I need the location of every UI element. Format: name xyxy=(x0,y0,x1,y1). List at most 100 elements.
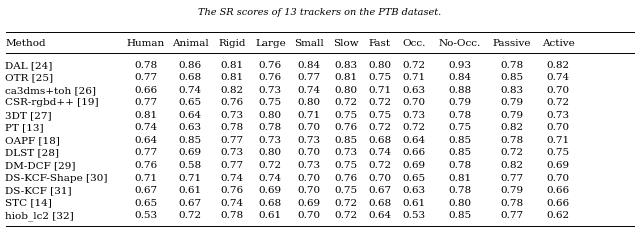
Text: 0.70: 0.70 xyxy=(403,98,426,107)
Text: Occ.: Occ. xyxy=(403,39,426,48)
Text: DLST [28]: DLST [28] xyxy=(5,148,59,157)
Text: Passive: Passive xyxy=(492,39,531,48)
Text: 0.72: 0.72 xyxy=(403,61,426,70)
Text: 0.74: 0.74 xyxy=(220,173,244,183)
Text: hiob_lc2 [32]: hiob_lc2 [32] xyxy=(5,211,74,221)
Text: 0.73: 0.73 xyxy=(220,111,244,120)
Text: 0.75: 0.75 xyxy=(448,124,471,132)
Text: 0.74: 0.74 xyxy=(297,86,321,95)
Text: 0.80: 0.80 xyxy=(259,111,282,120)
Text: 0.68: 0.68 xyxy=(179,73,202,82)
Text: 0.67: 0.67 xyxy=(179,198,202,208)
Text: 0.70: 0.70 xyxy=(547,124,570,132)
Text: 0.79: 0.79 xyxy=(500,111,524,120)
Text: 0.78: 0.78 xyxy=(500,61,524,70)
Text: 0.77: 0.77 xyxy=(500,173,524,183)
Text: 0.71: 0.71 xyxy=(368,86,391,95)
Text: 0.76: 0.76 xyxy=(134,161,157,170)
Text: Small: Small xyxy=(294,39,324,48)
Text: 0.53: 0.53 xyxy=(403,211,426,220)
Text: 0.77: 0.77 xyxy=(297,73,321,82)
Text: 0.70: 0.70 xyxy=(297,186,321,195)
Text: 0.82: 0.82 xyxy=(220,86,244,95)
Text: 0.64: 0.64 xyxy=(179,111,202,120)
Text: 0.65: 0.65 xyxy=(134,198,157,208)
Text: 0.66: 0.66 xyxy=(134,86,157,95)
Text: 0.71: 0.71 xyxy=(179,173,202,183)
Text: 0.86: 0.86 xyxy=(179,61,202,70)
Text: 0.84: 0.84 xyxy=(297,61,321,70)
Text: 0.75: 0.75 xyxy=(334,186,357,195)
Text: 0.85: 0.85 xyxy=(448,211,471,220)
Text: 0.68: 0.68 xyxy=(259,198,282,208)
Text: 0.82: 0.82 xyxy=(500,161,524,170)
Text: 0.72: 0.72 xyxy=(403,124,426,132)
Text: 0.73: 0.73 xyxy=(547,111,570,120)
Text: 0.72: 0.72 xyxy=(259,161,282,170)
Text: 0.69: 0.69 xyxy=(179,148,202,157)
Text: 0.81: 0.81 xyxy=(134,111,157,120)
Text: DM-DCF [29]: DM-DCF [29] xyxy=(5,161,76,170)
Text: 0.72: 0.72 xyxy=(368,124,391,132)
Text: 0.58: 0.58 xyxy=(179,161,202,170)
Text: 0.63: 0.63 xyxy=(403,86,426,95)
Text: 0.69: 0.69 xyxy=(547,161,570,170)
Text: 0.73: 0.73 xyxy=(220,148,244,157)
Text: 0.76: 0.76 xyxy=(334,124,357,132)
Text: 0.73: 0.73 xyxy=(334,148,357,157)
Text: 0.76: 0.76 xyxy=(259,73,282,82)
Text: 0.69: 0.69 xyxy=(297,198,321,208)
Text: 0.72: 0.72 xyxy=(334,98,357,107)
Text: 0.61: 0.61 xyxy=(403,198,426,208)
Text: 0.81: 0.81 xyxy=(220,73,244,82)
Text: 0.68: 0.68 xyxy=(368,136,391,145)
Text: 0.80: 0.80 xyxy=(259,148,282,157)
Text: 0.74: 0.74 xyxy=(547,73,570,82)
Text: 0.75: 0.75 xyxy=(547,148,570,157)
Text: 0.72: 0.72 xyxy=(547,98,570,107)
Text: Rigid: Rigid xyxy=(218,39,246,48)
Text: 0.77: 0.77 xyxy=(500,211,524,220)
Text: 0.66: 0.66 xyxy=(403,148,426,157)
Text: 0.79: 0.79 xyxy=(448,98,471,107)
Text: 0.70: 0.70 xyxy=(547,173,570,183)
Text: 0.74: 0.74 xyxy=(368,148,391,157)
Text: 0.78: 0.78 xyxy=(134,61,157,70)
Text: 0.88: 0.88 xyxy=(448,86,471,95)
Text: OTR [25]: OTR [25] xyxy=(5,73,53,82)
Text: 0.62: 0.62 xyxy=(547,211,570,220)
Text: 0.77: 0.77 xyxy=(134,98,157,107)
Text: 0.78: 0.78 xyxy=(448,111,471,120)
Text: 0.63: 0.63 xyxy=(403,186,426,195)
Text: 0.82: 0.82 xyxy=(547,61,570,70)
Text: Large: Large xyxy=(255,39,286,48)
Text: 0.73: 0.73 xyxy=(297,136,321,145)
Text: 0.72: 0.72 xyxy=(334,198,357,208)
Text: 0.77: 0.77 xyxy=(134,73,157,82)
Text: 0.85: 0.85 xyxy=(448,148,471,157)
Text: 0.72: 0.72 xyxy=(500,148,524,157)
Text: 0.85: 0.85 xyxy=(334,136,357,145)
Text: 0.85: 0.85 xyxy=(448,136,471,145)
Text: 0.81: 0.81 xyxy=(334,73,357,82)
Text: 0.73: 0.73 xyxy=(259,136,282,145)
Text: CSR-rgbd++ [19]: CSR-rgbd++ [19] xyxy=(5,98,99,107)
Text: ca3dms+toh [26]: ca3dms+toh [26] xyxy=(5,86,96,95)
Text: Slow: Slow xyxy=(333,39,358,48)
Text: 0.80: 0.80 xyxy=(448,198,471,208)
Text: Animal: Animal xyxy=(172,39,209,48)
Text: 0.85: 0.85 xyxy=(179,136,202,145)
Text: 0.75: 0.75 xyxy=(334,161,357,170)
Text: 0.77: 0.77 xyxy=(220,161,244,170)
Text: 0.71: 0.71 xyxy=(297,111,321,120)
Text: 0.78: 0.78 xyxy=(448,161,471,170)
Text: The SR scores of 13 trackers on the PTB dataset.: The SR scores of 13 trackers on the PTB … xyxy=(198,8,442,17)
Text: 0.73: 0.73 xyxy=(297,161,321,170)
Text: 0.76: 0.76 xyxy=(334,173,357,183)
Text: 0.73: 0.73 xyxy=(403,111,426,120)
Text: 0.79: 0.79 xyxy=(500,186,524,195)
Text: 0.78: 0.78 xyxy=(500,136,524,145)
Text: 0.74: 0.74 xyxy=(179,86,202,95)
Text: 0.72: 0.72 xyxy=(368,98,391,107)
Text: 0.74: 0.74 xyxy=(259,173,282,183)
